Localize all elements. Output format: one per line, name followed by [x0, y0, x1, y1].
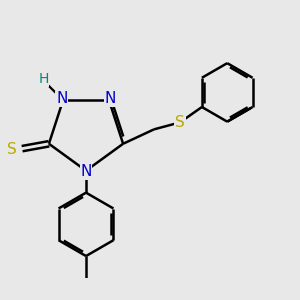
- Text: S: S: [175, 115, 185, 130]
- Text: N: N: [56, 92, 68, 106]
- Text: N: N: [80, 164, 92, 179]
- Text: N: N: [104, 92, 116, 106]
- Text: H: H: [38, 72, 49, 86]
- Text: S: S: [8, 142, 17, 158]
